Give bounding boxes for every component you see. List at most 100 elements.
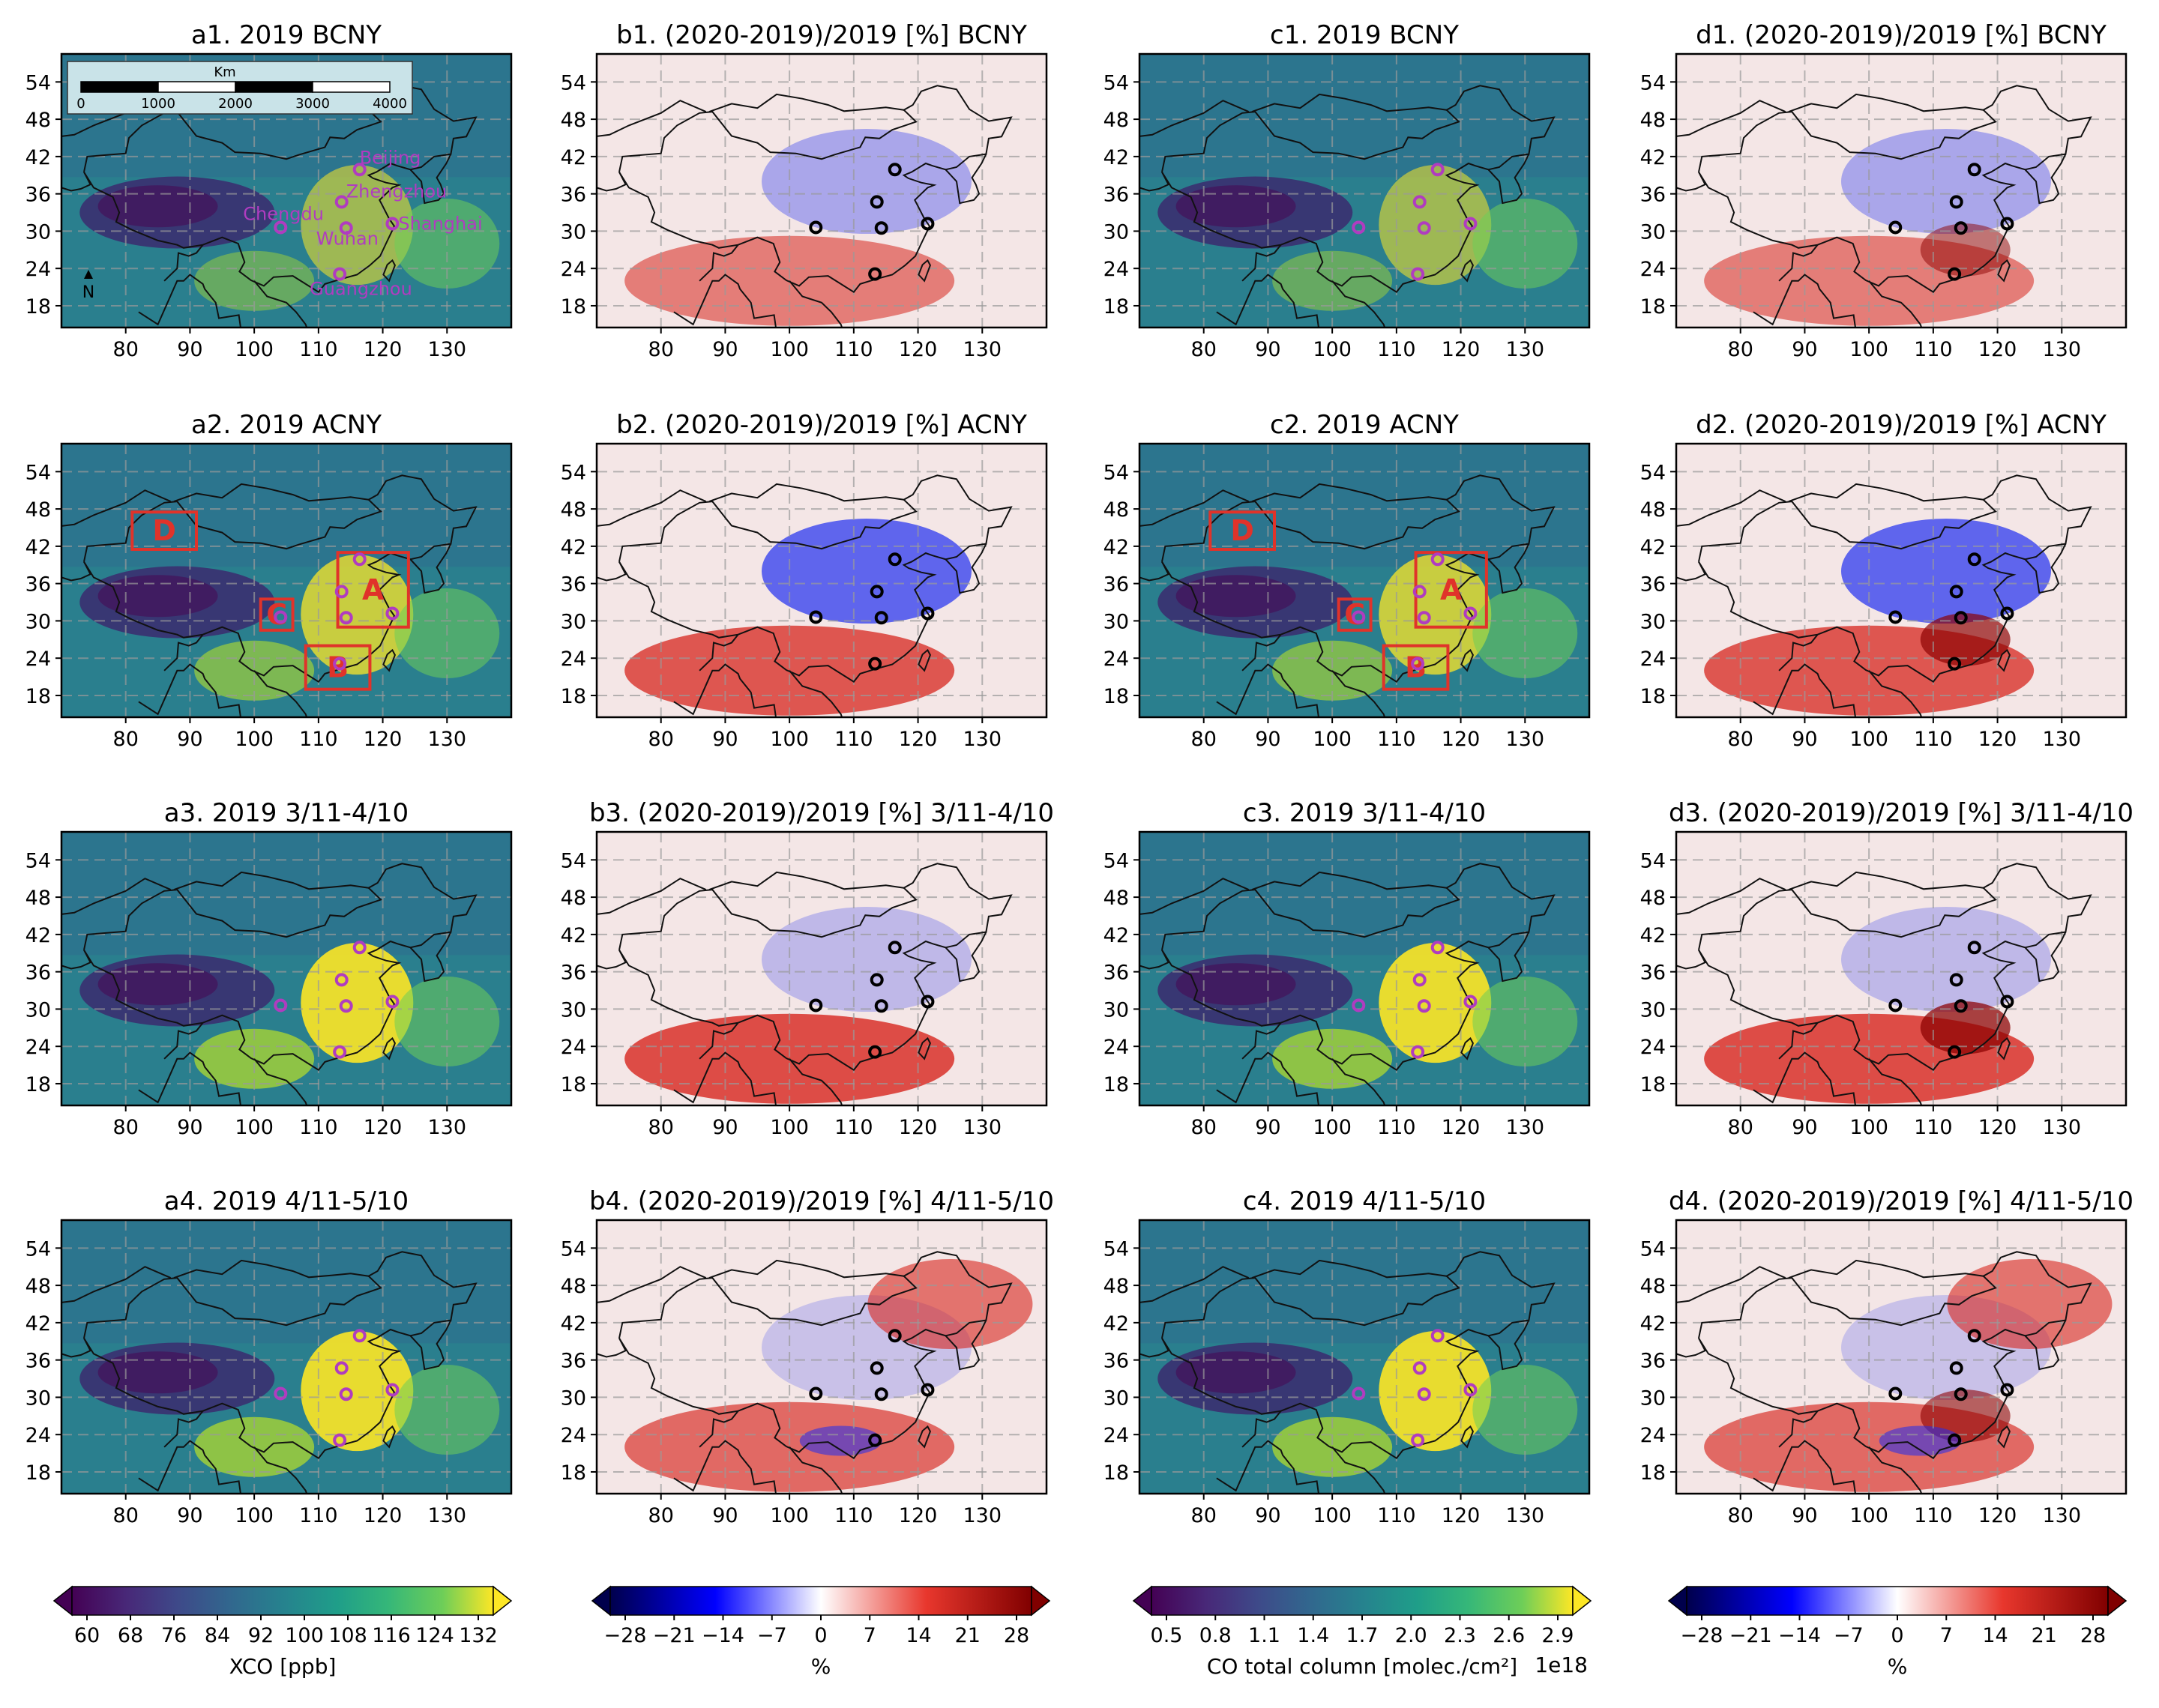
colorbar-tick-label: 1.4 <box>1297 1624 1329 1647</box>
country-border <box>1161 1251 1556 1339</box>
x-tick-label: 130 <box>428 1504 467 1527</box>
y-tick-label: 30 <box>561 610 586 633</box>
city-marker-zhengzhou <box>1949 585 1963 599</box>
field-plateau-core <box>1175 185 1296 228</box>
x-tick-label: 130 <box>2043 728 2082 751</box>
country-border <box>618 85 1013 172</box>
y-tick-label: 24 <box>1640 648 1666 671</box>
country-border <box>1698 863 2092 950</box>
map-frame <box>1138 52 1591 329</box>
country-border <box>1778 634 1819 672</box>
city-marker-guangzhou <box>1411 1045 1425 1059</box>
x-tick-label: 120 <box>1978 1116 2017 1139</box>
x-tick-label: 130 <box>428 1116 467 1139</box>
x-tick-label: 110 <box>1914 728 1953 751</box>
x-tick-label: 90 <box>1792 1504 1817 1527</box>
scale-bar-tick: 4000 <box>373 96 407 112</box>
city-marker-chengdu <box>274 998 288 1013</box>
map-area <box>1139 1220 1589 1494</box>
country-border <box>1216 1051 1319 1105</box>
city-marker-wuhan <box>874 1387 888 1401</box>
panel-title-d2: d2. (2020-2019)/2019 [%] ACNY <box>1696 410 2107 440</box>
y-tick-label: 48 <box>1640 887 1666 910</box>
y-tick-label: 18 <box>25 1073 51 1096</box>
coastline <box>1383 1320 1530 1460</box>
y-tick-label: 54 <box>561 849 586 872</box>
country-border <box>1241 244 1282 282</box>
city-marker-guangzhou <box>868 657 882 671</box>
x-tick-label: 100 <box>235 1504 274 1527</box>
x-tick-label: 80 <box>1191 1504 1217 1527</box>
colorbar-tick-label: 7 <box>1940 1624 1953 1647</box>
country-border <box>1216 274 1319 328</box>
colorbar-tick-label: 84 <box>205 1624 230 1647</box>
country-border <box>138 1051 241 1105</box>
country-border <box>1698 474 2092 562</box>
colorbar-label: XCO [ppb] <box>229 1654 337 1679</box>
x-tick-label: 90 <box>177 1116 202 1139</box>
y-tick-label: 36 <box>1103 962 1129 985</box>
map-frame <box>60 442 513 719</box>
colorbar-gradient <box>71 1586 494 1616</box>
country-border <box>699 1022 739 1060</box>
city-label-beijing: Beijing <box>360 147 421 168</box>
country-border <box>83 474 478 562</box>
taiwan-outline <box>1460 648 1474 672</box>
x-tick-label: 120 <box>1442 1504 1481 1527</box>
city-marker-beijing <box>352 1329 367 1343</box>
x-tick-label: 80 <box>1191 338 1217 361</box>
country-border <box>61 172 91 192</box>
y-tick-label: 54 <box>25 1237 51 1261</box>
x-tick-label: 110 <box>1377 1116 1416 1139</box>
country-border <box>173 483 369 503</box>
y-tick-label: 36 <box>561 1350 586 1373</box>
x-tick-label: 130 <box>2043 338 2082 361</box>
city-marker-wuhan <box>874 999 888 1013</box>
field-plateau-core <box>1175 963 1296 1006</box>
country-border <box>138 663 241 717</box>
y-tick-label: 18 <box>561 1073 586 1096</box>
colorbar-tick-label: 100 <box>285 1624 324 1647</box>
map-area <box>597 1220 1047 1494</box>
country-border <box>1241 1410 1282 1448</box>
city-marker-zhengzhou <box>1412 1361 1427 1375</box>
map-area <box>597 444 1047 717</box>
country-border <box>673 1051 777 1105</box>
city-marker-shanghai <box>1463 606 1478 621</box>
field-south-negative <box>799 1425 882 1456</box>
y-tick-label: 24 <box>1103 648 1129 671</box>
city-marker-wuhan <box>874 221 888 235</box>
city-marker-wuhan <box>339 221 353 235</box>
country-border <box>1161 950 1385 1065</box>
country-border <box>1161 863 1556 950</box>
map-area <box>1139 54 1589 328</box>
panel-title-c2: c2. 2019 ACNY <box>1270 410 1459 440</box>
y-tick-label: 48 <box>1640 1275 1666 1298</box>
city-marker-beijing <box>1967 941 1981 955</box>
country-border <box>597 878 707 915</box>
x-tick-label: 80 <box>648 338 674 361</box>
country-border <box>173 871 369 891</box>
country-border <box>1698 172 1921 287</box>
x-tick-label: 80 <box>1728 728 1753 751</box>
y-tick-label: 30 <box>561 1386 586 1410</box>
city-marker-guangzhou <box>1948 1433 1962 1447</box>
city-marker-shanghai <box>2000 995 2014 1009</box>
country-border <box>1676 1338 1706 1358</box>
colorbar-layer: 60 68 76 84 92 100 108 116 124 132 XCO [ppb] −28 −21… <box>52 1585 2128 1679</box>
city-marker-chengdu <box>809 220 823 235</box>
country-border <box>1868 670 1923 717</box>
country-border <box>789 280 843 328</box>
scale-bar-tick: 3000 <box>295 96 330 112</box>
y-tick-label: 30 <box>1103 610 1129 633</box>
city-marker-shanghai <box>385 606 400 621</box>
country-border <box>61 489 172 527</box>
y-tick-label: 30 <box>25 1386 51 1410</box>
country-border <box>708 1259 904 1279</box>
x-tick-label: 100 <box>1849 1504 1888 1527</box>
city-marker-beijing <box>1967 552 1981 567</box>
x-tick-label: 120 <box>899 338 938 361</box>
coastline <box>1920 1320 2067 1460</box>
country-border <box>1778 1410 1819 1448</box>
country-border <box>1139 561 1169 582</box>
